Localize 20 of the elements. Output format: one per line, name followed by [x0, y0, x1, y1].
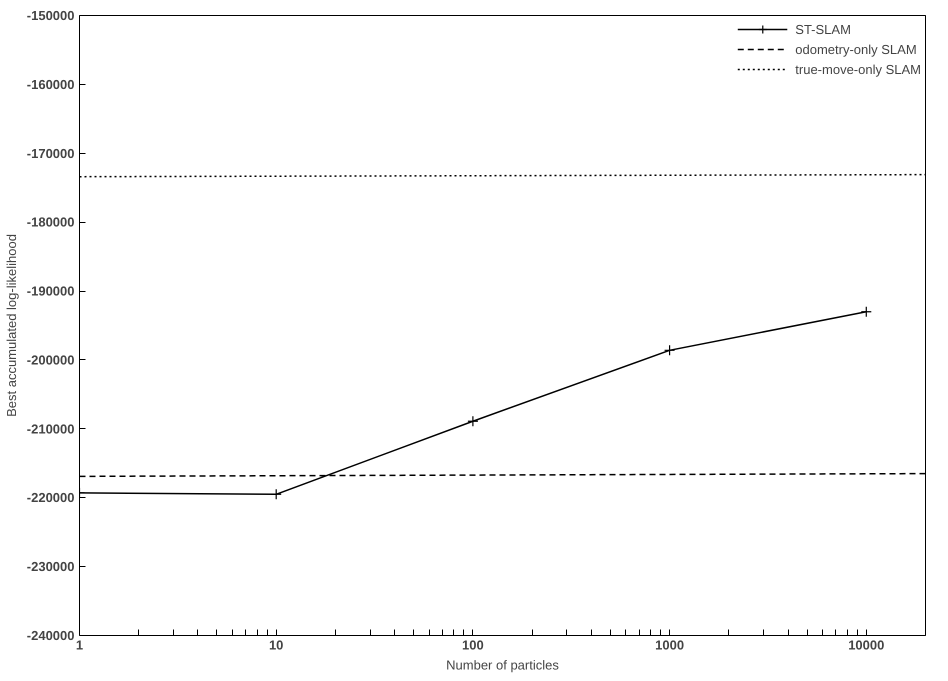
y-tick-label: -150000: [26, 8, 75, 23]
y-tick-label: -180000: [26, 214, 75, 230]
legend-label: true-move-only SLAM: [795, 62, 921, 76]
x-tick-label: 10: [268, 638, 284, 652]
y-tick-label: -190000: [26, 284, 75, 299]
y-tick-label: -200000: [26, 352, 75, 368]
y-axis-title: Best accumulated log-likelihood: [4, 234, 19, 417]
y-tick-label: -220000: [26, 490, 75, 506]
legend-label: odometry-only SLAM: [795, 42, 917, 56]
x-axis-title: Number of particles: [446, 658, 560, 672]
y-tick-label: -240000: [26, 628, 75, 643]
y-tick-label: -210000: [26, 421, 75, 436]
x-tick-label: 1000: [655, 638, 684, 652]
x-tick-label: 10000: [848, 638, 884, 652]
x-tick-label: 100: [462, 638, 484, 652]
y-tick-label: -170000: [26, 146, 75, 161]
x-tick-label: 1: [76, 638, 84, 652]
legend-label: ST-SLAM: [795, 22, 851, 36]
y-tick-label: -160000: [26, 76, 75, 92]
y-tick-label: -230000: [26, 559, 75, 574]
